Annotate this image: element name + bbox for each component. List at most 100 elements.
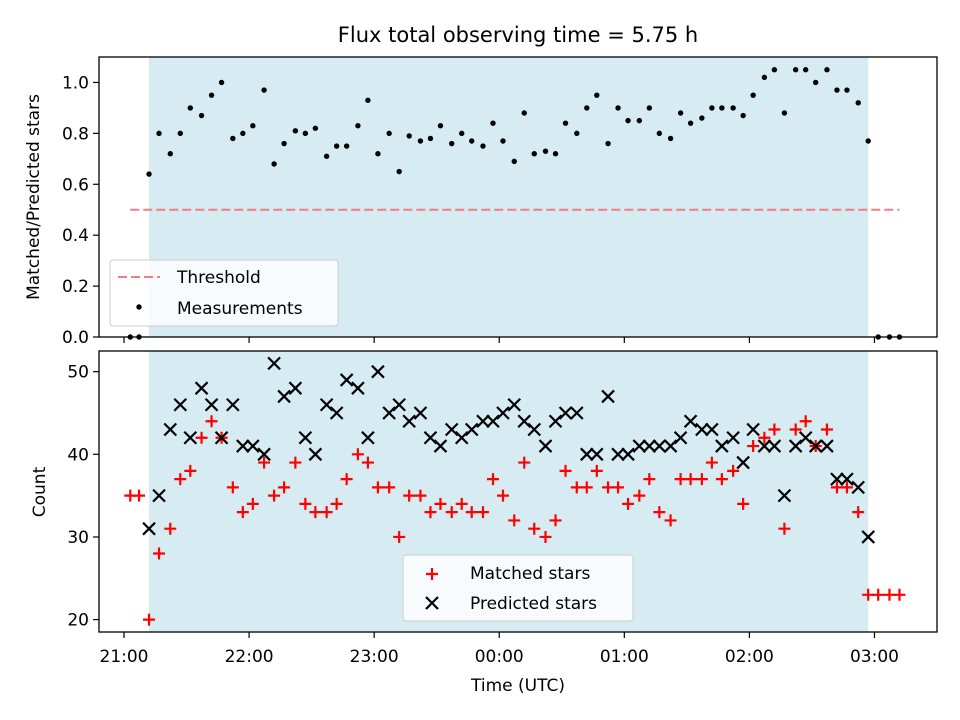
measurement-point: [625, 117, 631, 124]
legend-predicted-swatch: [425, 596, 439, 610]
measurement-point: [469, 138, 475, 144]
matched-star-point: [351, 448, 364, 461]
matched-star-point: [268, 489, 281, 502]
x-tick-label: 02:00: [725, 647, 774, 667]
matched-star-point: [830, 481, 843, 494]
measurement-point: [312, 125, 319, 131]
measurement-point: [406, 133, 412, 139]
measurement-point: [562, 120, 569, 126]
predicted-star-point: [840, 472, 854, 486]
measurement-point: [386, 130, 392, 137]
bottom-markers: [124, 356, 906, 626]
predicted-star-point: [214, 431, 229, 445]
predicted-star-point: [298, 431, 313, 445]
matched-star-point: [789, 423, 802, 436]
predicted-star-point: [726, 431, 740, 445]
top-ytick-label: 0.6: [62, 175, 89, 195]
predicted-star-point: [382, 406, 396, 420]
matched-star-point: [236, 506, 249, 519]
x-tick-label: 00:00: [475, 647, 524, 667]
predicted-star-point: [757, 439, 772, 453]
predicted-star-point: [226, 397, 240, 412]
predicted-star-point: [464, 422, 479, 437]
matched-star-point: [508, 514, 521, 527]
top-legend: Threshold Measurements: [109, 259, 339, 327]
matched-star-point: [778, 522, 791, 535]
predicted-star-point: [808, 439, 823, 453]
matched-star-point: [758, 431, 771, 444]
predicted-star-point: [319, 397, 334, 412]
predicted-star-point: [236, 439, 250, 453]
predicted-star-point: [371, 364, 385, 379]
predicted-star-point: [851, 480, 865, 495]
predicted-star-point: [777, 488, 792, 503]
matched-star-point: [872, 588, 885, 601]
matched-star-point: [361, 456, 374, 469]
measurement-point: [812, 79, 819, 86]
measurement-point: [761, 74, 768, 81]
top-ytick-label: 0.0: [62, 328, 89, 348]
matched-star-point: [747, 440, 760, 453]
x-tick-label: 22:00: [225, 647, 274, 667]
predicted-star-point: [517, 414, 532, 429]
matched-star-point: [768, 423, 781, 436]
predicted-star-point: [705, 422, 719, 437]
measurement-point: [594, 92, 600, 98]
bottom-ytick-label: 40: [67, 445, 89, 465]
measurement-point: [490, 120, 496, 126]
matched-star-point: [403, 489, 416, 502]
top-axes-frame: [98, 56, 938, 338]
matched-star-point: [143, 613, 156, 626]
measurement-point: [855, 100, 861, 106]
matched-star-point: [174, 473, 187, 486]
predicted-star-point: [663, 439, 678, 453]
matched-star-point: [330, 497, 343, 510]
measurement-point: [230, 135, 236, 142]
bottom-axes-frame: [98, 350, 938, 633]
measurement-point: [240, 130, 246, 137]
predicted-star-point: [339, 373, 354, 387]
predicted-star-point: [580, 447, 594, 462]
measurement-point: [292, 128, 299, 134]
matched-star-point: [705, 456, 718, 469]
measurement-point: [375, 151, 381, 157]
chart-title: Flux total observing time = 5.75 h: [338, 23, 698, 47]
measurement-point: [824, 67, 830, 73]
predicted-star-point: [163, 422, 178, 437]
measurement-point: [250, 123, 256, 129]
measurement-point: [730, 105, 736, 111]
predicted-star-point: [621, 447, 635, 462]
measurement-point: [719, 105, 725, 111]
matched-star-point: [559, 464, 572, 477]
predicted-star-point: [183, 431, 198, 445]
predicted-star-point: [673, 431, 688, 445]
predicted-star-point: [683, 414, 698, 429]
predicted-star-point: [402, 414, 416, 429]
measurement-point: [740, 112, 746, 119]
matched-star-point: [840, 481, 853, 494]
predicted-star-point: [570, 406, 584, 420]
top-legend-box: [109, 259, 339, 327]
measurement-point: [437, 123, 444, 129]
measurement-point: [396, 168, 402, 175]
x-tick-label: 03:00: [850, 647, 899, 667]
measurement-point: [699, 115, 705, 121]
predicted-star-point: [558, 406, 573, 420]
matched-star-point: [476, 506, 489, 519]
predicted-star-point: [392, 397, 406, 412]
matched-star-point: [727, 464, 740, 477]
matched-star-point: [164, 522, 177, 535]
predicted-star-point: [246, 439, 260, 453]
measurement-point: [865, 138, 871, 144]
top-ytick-label: 0.2: [62, 277, 89, 297]
predicted-star-point: [767, 439, 782, 453]
measurement-point: [323, 153, 330, 159]
legend-measurements-label: Measurements: [177, 299, 303, 319]
measurement-point: [771, 67, 778, 73]
matched-star-point: [205, 415, 218, 428]
predicted-star-point: [798, 431, 813, 445]
predicted-star-point: [152, 488, 166, 503]
measurement-point: [802, 67, 809, 73]
matched-star-point: [414, 489, 427, 502]
measurement-point: [427, 135, 434, 142]
